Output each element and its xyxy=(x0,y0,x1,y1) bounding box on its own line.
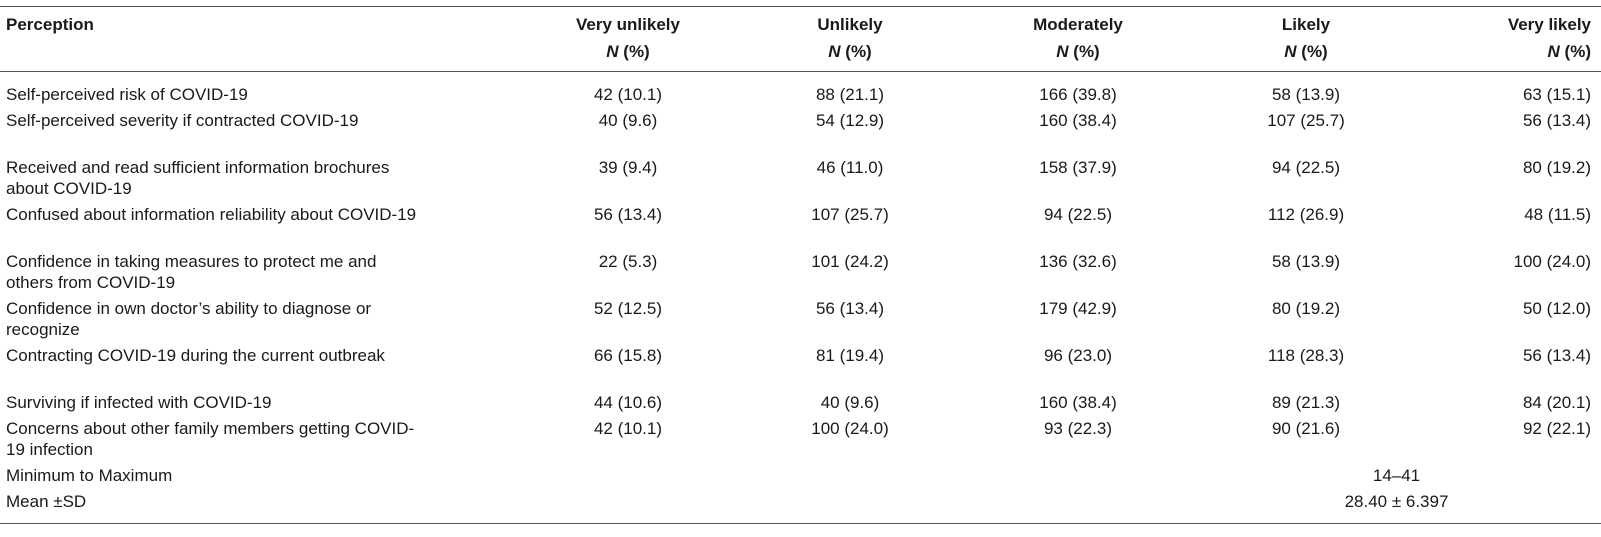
cell-very-unlikely: 42 (10.1) xyxy=(593,85,663,104)
cell-likely: 112 (26.9) xyxy=(1267,205,1345,224)
n-label: N xyxy=(1056,42,1069,61)
cell-moderately: 96 (23.0) xyxy=(1043,346,1113,365)
cell-likely: 94 (22.5) xyxy=(1271,158,1341,177)
n-label: N xyxy=(1547,42,1560,61)
header-n-pct: N (%) xyxy=(520,38,736,72)
header-n-pct: N (%) xyxy=(736,38,964,72)
cell-very-unlikely: 56 (13.4) xyxy=(593,205,663,224)
cell-very-unlikely: 52 (12.5) xyxy=(593,299,663,318)
table-body: Self-perceived risk of COVID-19 42 (10.1… xyxy=(0,72,1601,524)
cell-unlikely: 101 (24.2) xyxy=(811,252,889,271)
cell-very-likely: 100 (24.0) xyxy=(1513,252,1592,271)
cell-unlikely: 56 (13.4) xyxy=(815,299,885,318)
cell-very-unlikely: 66 (15.8) xyxy=(593,346,663,365)
cell-very-likely: 63 (15.1) xyxy=(1522,85,1591,104)
pct-label: (%) xyxy=(845,42,872,61)
summary-value: 28.40 ± 6.397 xyxy=(1344,492,1449,511)
row-label: Confidence in taking measures to protect… xyxy=(6,252,377,292)
pct-label: (%) xyxy=(1301,42,1328,61)
pct-label: (%) xyxy=(1564,42,1591,61)
cell-unlikely: 88 (21.1) xyxy=(815,85,885,104)
cell-likely: 80 (19.2) xyxy=(1271,299,1341,318)
row-label: Confused about information reliability a… xyxy=(6,205,417,224)
cell-likely: 58 (13.9) xyxy=(1271,85,1341,104)
cell-very-unlikely: 39 (9.4) xyxy=(598,158,658,177)
n-label: N xyxy=(1284,42,1297,61)
cell-unlikely: 107 (25.7) xyxy=(811,205,889,224)
table-header: Perception Very unlikely Unlikely Modera… xyxy=(0,6,1601,72)
summary-label: Mean ±SD xyxy=(6,492,87,511)
table-row: Received and read sufficient information… xyxy=(0,157,1601,204)
table-row: Concerns about other family members gett… xyxy=(0,418,1601,465)
summary-label: Minimum to Maximum xyxy=(6,466,173,485)
row-label: Self-perceived risk of COVID-19 xyxy=(6,85,248,104)
cell-likely: 89 (21.3) xyxy=(1271,393,1341,412)
table-row: Self-perceived risk of COVID-19 42 (10.1… xyxy=(0,72,1601,111)
cell-very-likely: 56 (13.4) xyxy=(1522,346,1591,365)
cell-moderately: 158 (37.9) xyxy=(1039,158,1117,177)
row-label: Concerns about other family members gett… xyxy=(6,419,415,459)
n-label: N xyxy=(606,42,619,61)
cell-moderately: 160 (38.4) xyxy=(1039,111,1117,130)
cell-unlikely: 100 (24.0) xyxy=(811,419,889,438)
row-label: Contracting COVID-19 during the current … xyxy=(6,346,385,365)
pct-label: (%) xyxy=(623,42,650,61)
header-n-pct: N (%) xyxy=(1192,38,1420,72)
pct-label: (%) xyxy=(1073,42,1100,61)
header-sub-empty xyxy=(0,38,520,72)
table-row: Confused about information reliability a… xyxy=(0,204,1601,251)
header-unlikely: Unlikely xyxy=(817,15,883,34)
cell-unlikely: 46 (11.0) xyxy=(816,158,884,177)
row-label: Self-perceived severity if contracted CO… xyxy=(6,111,359,130)
cell-very-likely: 80 (19.2) xyxy=(1522,158,1591,177)
cell-likely: 58 (13.9) xyxy=(1271,252,1341,271)
cell-unlikely: 40 (9.6) xyxy=(820,393,880,412)
cell-very-unlikely: 44 (10.6) xyxy=(593,393,663,412)
cell-unlikely: 81 (19.4) xyxy=(815,346,885,365)
header-n-pct: N (%) xyxy=(964,38,1192,72)
table-row: Self-perceived severity if contracted CO… xyxy=(0,110,1601,157)
summary-row: Mean ±SD 28.40 ± 6.397 xyxy=(0,491,1601,524)
cell-moderately: 93 (22.3) xyxy=(1043,419,1113,438)
table-row: Contracting COVID-19 during the current … xyxy=(0,345,1601,392)
cell-very-unlikely: 42 (10.1) xyxy=(593,419,663,438)
cell-likely: 90 (21.6) xyxy=(1271,419,1341,438)
row-label: Confidence in own doctor’s ability to di… xyxy=(6,299,372,339)
n-label: N xyxy=(828,42,841,61)
table-row: Surviving if infected with COVID-19 44 (… xyxy=(0,392,1601,418)
cell-moderately: 179 (42.9) xyxy=(1039,299,1117,318)
cell-moderately: 160 (38.4) xyxy=(1039,393,1117,412)
summary-value: 14–41 xyxy=(1372,466,1421,485)
header-n-pct: N (%) xyxy=(1420,38,1601,72)
row-label: Received and read sufficient information… xyxy=(6,158,390,198)
cell-very-likely: 56 (13.4) xyxy=(1522,111,1591,130)
cell-very-unlikely: 22 (5.3) xyxy=(598,252,658,271)
cell-moderately: 166 (39.8) xyxy=(1039,85,1117,104)
perception-table: Perception Very unlikely Unlikely Modera… xyxy=(0,6,1601,524)
header-moderately: Moderately xyxy=(1033,15,1123,34)
cell-very-likely: 50 (12.0) xyxy=(1522,299,1591,318)
summary-row: Minimum to Maximum 14–41 xyxy=(0,465,1601,491)
header-very-unlikely: Very unlikely xyxy=(576,15,680,34)
table-row: Confidence in own doctor’s ability to di… xyxy=(0,298,1601,345)
cell-likely: 107 (25.7) xyxy=(1267,111,1345,130)
cell-unlikely: 54 (12.9) xyxy=(815,111,885,130)
cell-moderately: 94 (22.5) xyxy=(1043,205,1113,224)
cell-very-likely: 92 (22.1) xyxy=(1522,419,1591,438)
cell-likely: 118 (28.3) xyxy=(1267,346,1345,365)
row-label: Surviving if infected with COVID-19 xyxy=(6,393,272,412)
header-very-likely: Very likely xyxy=(1507,15,1591,34)
cell-very-unlikely: 40 (9.6) xyxy=(598,111,658,130)
header-likely: Likely xyxy=(1281,15,1331,34)
cell-moderately: 136 (32.6) xyxy=(1039,252,1117,271)
table-row: Confidence in taking measures to protect… xyxy=(0,251,1601,298)
header-perception: Perception xyxy=(6,15,94,34)
cell-very-likely: 48 (11.5) xyxy=(1524,205,1591,224)
cell-very-likely: 84 (20.1) xyxy=(1522,393,1591,412)
